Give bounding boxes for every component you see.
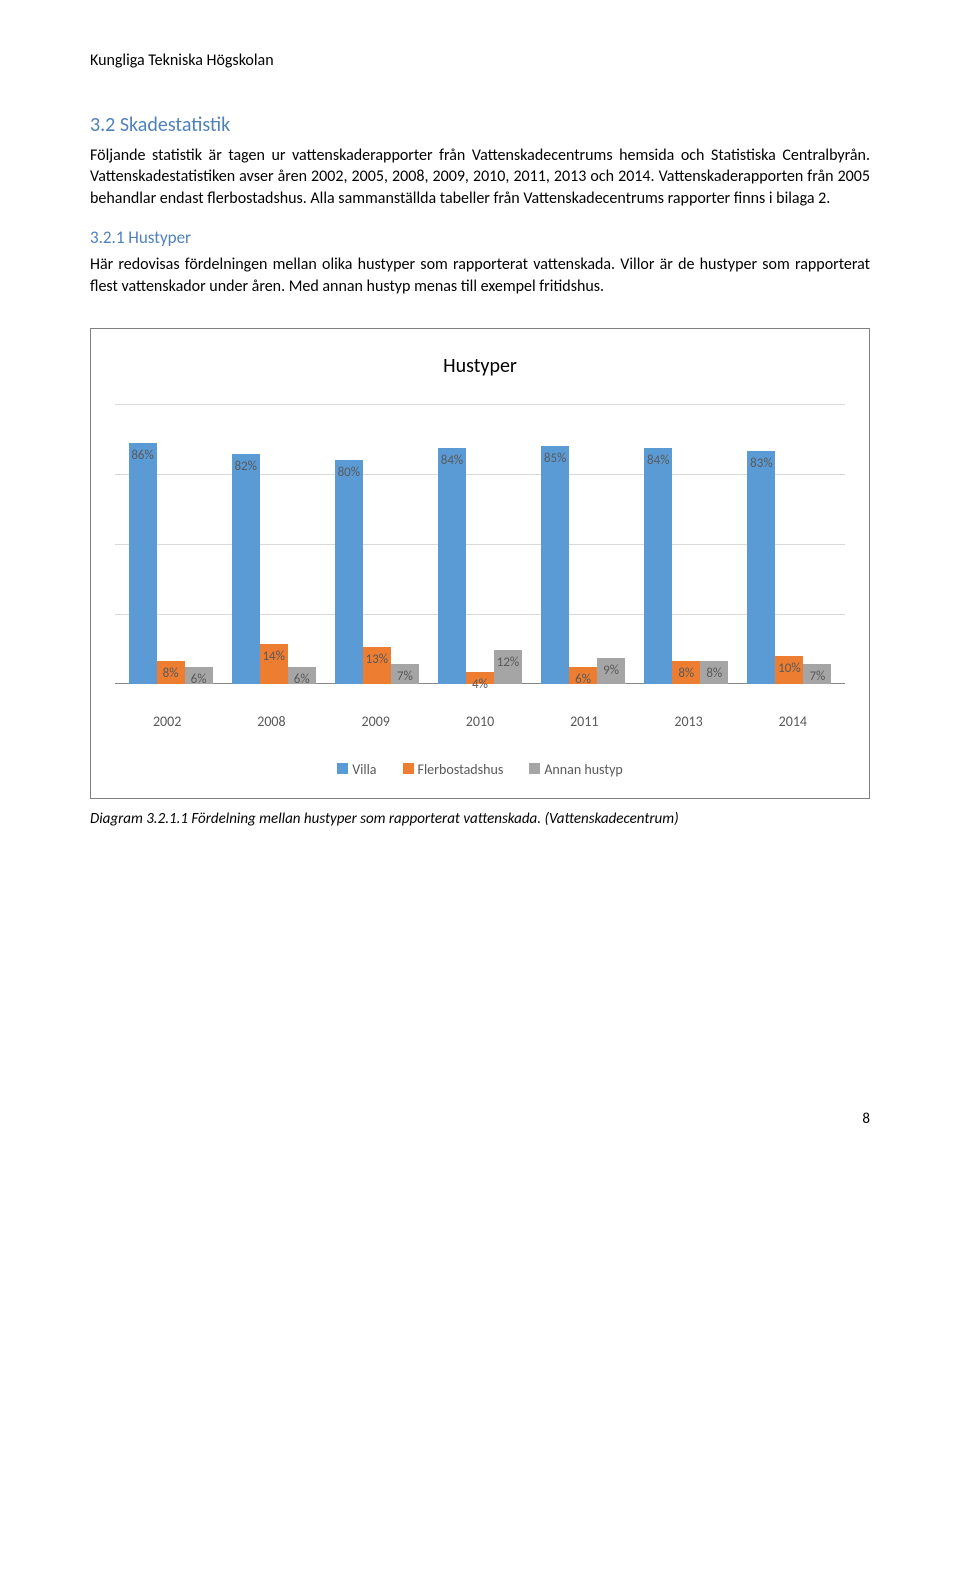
page-number: 8 bbox=[90, 1109, 870, 1129]
legend-swatch bbox=[337, 763, 348, 774]
chart-bar: 86% bbox=[129, 443, 157, 684]
legend-label: Annan hustyp bbox=[544, 761, 622, 778]
chart-bar-label: 7% bbox=[391, 668, 419, 686]
chart-bar-label: 6% bbox=[185, 671, 213, 689]
section-intro: Följande statistik är tagen ur vattenska… bbox=[90, 145, 870, 210]
subsection-body: Här redovisas fördelningen mellan olika … bbox=[90, 254, 870, 297]
chart-bar-group: 84% 8%8% bbox=[635, 404, 738, 684]
chart-x-label: 2014 bbox=[741, 713, 845, 732]
hustyper-chart: Hustyper 86%8%6%82%14%6%80%13%7%84%4%12%… bbox=[90, 328, 870, 799]
legend-label: Villa bbox=[352, 761, 376, 778]
section-heading: 3.2 Skadestatistik bbox=[90, 112, 870, 139]
chart-bar: 12% bbox=[494, 650, 522, 684]
legend-swatch bbox=[403, 763, 414, 774]
chart-bar-label: 86% bbox=[129, 447, 157, 465]
chart-bar-label: 83% bbox=[747, 455, 775, 473]
chart-bar: 8% bbox=[672, 661, 700, 683]
chart-bar: 80% bbox=[335, 460, 363, 684]
subsection-heading: 3.2.1 Hustyper bbox=[90, 227, 870, 250]
chart-bar-label: 80% bbox=[335, 464, 363, 482]
chart-bar: 9% bbox=[597, 658, 625, 683]
chart-bar-group: 82% 14%6% bbox=[222, 404, 325, 684]
chart-bar: 7% bbox=[391, 664, 419, 684]
doc-header: Kungliga Tekniska Högskolan bbox=[90, 50, 870, 72]
chart-bar-label: 85% bbox=[541, 450, 569, 468]
chart-bar: 6% bbox=[185, 667, 213, 684]
chart-x-label: 2011 bbox=[532, 713, 636, 732]
legend-item: Villa bbox=[337, 761, 376, 780]
chart-bar: 13% bbox=[363, 647, 391, 683]
chart-bar: 84% bbox=[644, 448, 672, 683]
chart-bar: 6% bbox=[288, 667, 316, 684]
chart-bar-group: 85% 6%9% bbox=[532, 404, 635, 684]
chart-bar-label: 8% bbox=[700, 665, 728, 683]
legend-item: Flerbostadshus bbox=[403, 761, 504, 780]
chart-caption: Diagram 3.2.1.1 Fördelning mellan hustyp… bbox=[90, 809, 870, 829]
chart-bar-label: 13% bbox=[363, 651, 391, 669]
chart-bar: 8% bbox=[157, 661, 185, 683]
chart-x-label: 2013 bbox=[636, 713, 740, 732]
chart-bar-label: 84% bbox=[438, 452, 466, 470]
legend-item: Annan hustyp bbox=[529, 761, 622, 780]
chart-bar: 4% bbox=[466, 672, 494, 683]
chart-bar-label: 14% bbox=[260, 648, 288, 666]
chart-bars: 86%8%6%82%14%6%80%13%7%84%4%12%85%6%9%84… bbox=[115, 404, 845, 684]
chart-bar-label: 8% bbox=[672, 665, 700, 683]
chart-bar-label: 4% bbox=[466, 676, 494, 694]
chart-bar-label: 82% bbox=[232, 458, 260, 476]
chart-bar: 82% bbox=[232, 454, 260, 684]
chart-bar-label: 10% bbox=[775, 660, 803, 678]
chart-x-label: 2009 bbox=[324, 713, 428, 732]
institution-name: Kungliga Tekniska Högskolan bbox=[90, 51, 274, 70]
chart-bar-group: 83% 10%7% bbox=[738, 404, 841, 684]
chart-bar-group: 84% 4%12% bbox=[428, 404, 531, 684]
chart-bar: 14% bbox=[260, 644, 288, 683]
chart-legend: Villa Flerbostadshus Annan hustyp bbox=[115, 761, 845, 780]
chart-title: Hustyper bbox=[115, 353, 845, 380]
chart-bar-label: 6% bbox=[569, 671, 597, 689]
chart-x-labels: 2002200820092010201120132014 bbox=[115, 713, 845, 732]
chart-plot-area: 86%8%6%82%14%6%80%13%7%84%4%12%85%6%9%84… bbox=[115, 404, 845, 784]
chart-bar-label: 12% bbox=[494, 654, 522, 672]
chart-bar: 8% bbox=[700, 661, 728, 683]
chart-bar: 85% bbox=[541, 446, 569, 684]
chart-bar-label: 6% bbox=[288, 671, 316, 689]
chart-bar: 7% bbox=[803, 664, 831, 684]
chart-bar-group: 86% 8%6% bbox=[119, 404, 222, 684]
chart-bar-label: 7% bbox=[803, 668, 831, 686]
chart-bar-group: 80% 13%7% bbox=[325, 404, 428, 684]
legend-label: Flerbostadshus bbox=[418, 761, 504, 778]
chart-x-label: 2010 bbox=[428, 713, 532, 732]
chart-bar: 6% bbox=[569, 667, 597, 684]
chart-x-label: 2002 bbox=[115, 713, 219, 732]
chart-bar: 10% bbox=[775, 656, 803, 684]
chart-x-label: 2008 bbox=[219, 713, 323, 732]
legend-swatch bbox=[529, 763, 540, 774]
chart-bar: 83% bbox=[747, 451, 775, 683]
chart-bar-label: 8% bbox=[157, 665, 185, 683]
chart-bar: 84% bbox=[438, 448, 466, 683]
chart-bar-label: 9% bbox=[597, 662, 625, 680]
chart-bar-label: 84% bbox=[644, 452, 672, 470]
